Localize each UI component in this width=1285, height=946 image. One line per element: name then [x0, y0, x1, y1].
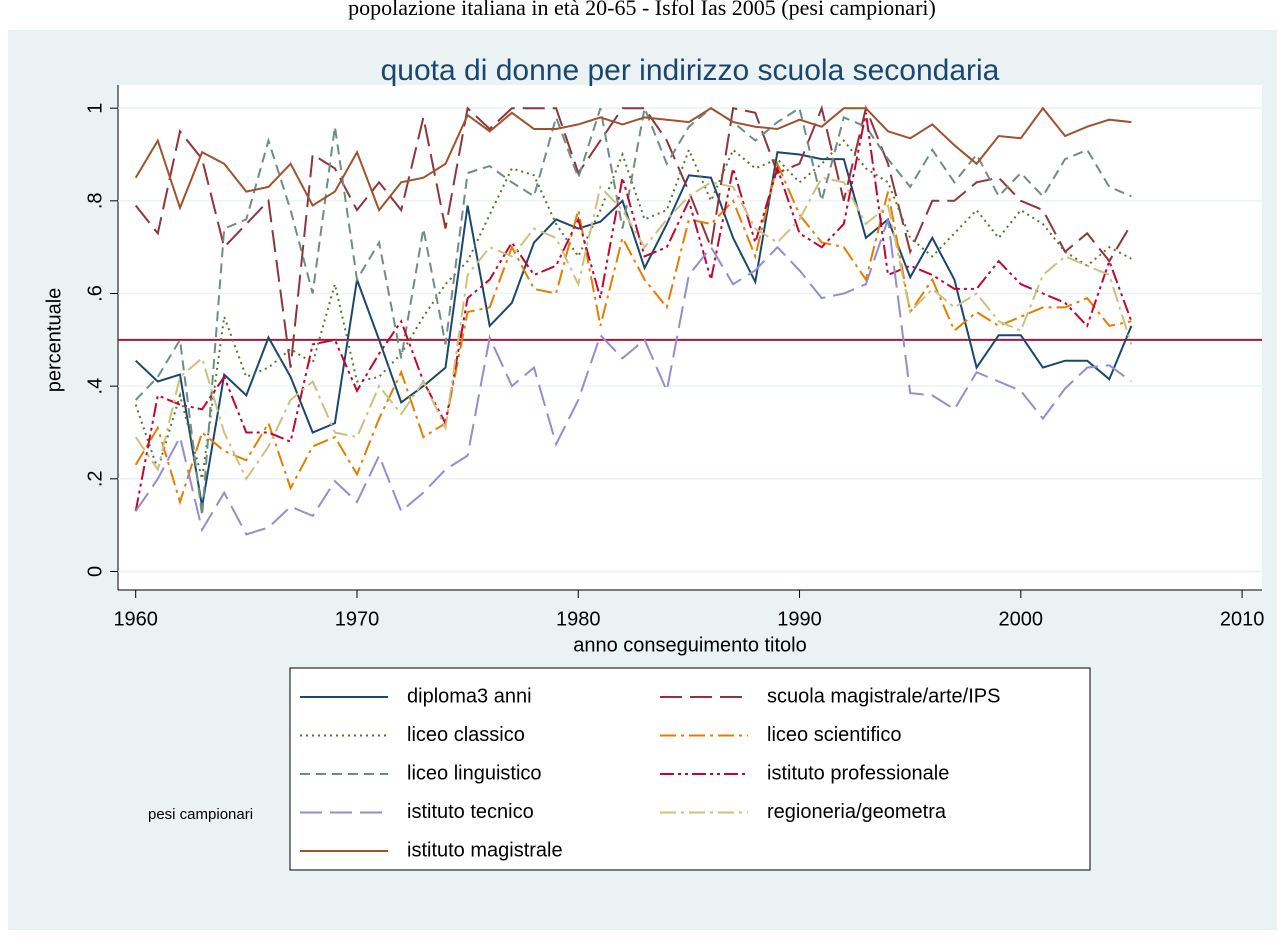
y-tick-label: 0	[84, 566, 106, 577]
plot-area	[118, 85, 1262, 590]
legend-label: regioneria/geometra	[767, 801, 947, 823]
series-line	[134, 104, 1133, 368]
chart-title: quota di donne per indirizzo scuola seco…	[381, 54, 1000, 87]
y-tick-label: .6	[84, 285, 106, 302]
x-tick-label: 2000	[999, 608, 1044, 630]
x-tick-label: 1960	[113, 608, 158, 630]
x-axis-label: anno conseguimento titolo	[573, 634, 807, 656]
note: pesi campionari	[148, 806, 253, 823]
x-tick-label: 1970	[335, 608, 380, 630]
series-line	[135, 151, 1133, 507]
legend-label: scuola magistrale/arte/IPS	[767, 685, 1000, 707]
y-axis-label: percentuale	[43, 288, 65, 393]
legend-label: istituto professionale	[767, 762, 949, 784]
x-tick-label: 2010	[1220, 608, 1265, 630]
y-tick-label: .8	[84, 192, 106, 209]
legend-label: istituto tecnico	[407, 801, 534, 823]
series-line	[134, 112, 1133, 512]
legend	[289, 667, 1091, 871]
legend-label: diploma3 anni	[407, 685, 532, 707]
legend-label: liceo linguistico	[407, 762, 542, 784]
x-tick-label: 1990	[777, 608, 822, 630]
legend-label: istituto magistrale	[407, 839, 563, 861]
legend-label: liceo scientifico	[767, 724, 902, 746]
series-line	[134, 106, 1132, 213]
y-tick-label: .4	[84, 378, 106, 395]
x-tick-label: 1980	[556, 608, 601, 630]
series-line	[134, 160, 1132, 506]
series-line	[134, 219, 1132, 536]
legend-label: liceo classico	[407, 724, 525, 746]
y-tick-label: 1	[84, 103, 106, 114]
chart-subtitle: popolazione italiana in età 20-65 - Isfo…	[348, 0, 936, 20]
y-tick-label: .2	[84, 470, 106, 487]
series-line	[134, 139, 1132, 480]
series-line	[134, 176, 1133, 481]
